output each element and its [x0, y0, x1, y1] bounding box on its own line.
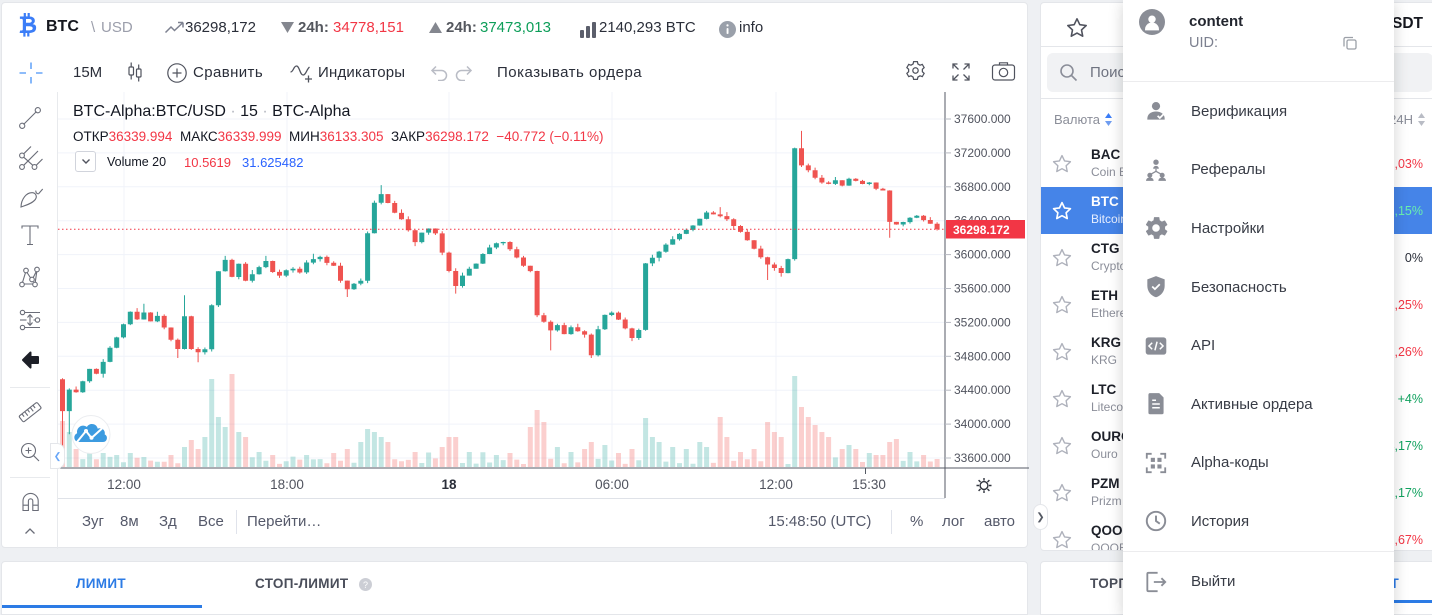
- svg-text:35200.000: 35200.000: [954, 315, 1011, 329]
- svg-text:06:00: 06:00: [595, 477, 629, 492]
- svg-text:35600.000: 35600.000: [954, 282, 1011, 296]
- svg-text:18:00: 18:00: [270, 477, 304, 492]
- svg-text:12:00: 12:00: [759, 477, 793, 492]
- svg-text:37200.000: 37200.000: [954, 146, 1011, 160]
- svg-text:15:30: 15:30: [852, 477, 886, 492]
- svg-text:12:00: 12:00: [107, 477, 141, 492]
- svg-text:34400.000: 34400.000: [954, 383, 1011, 397]
- svg-text:36298.172: 36298.172: [953, 223, 1010, 237]
- svg-text:36800.000: 36800.000: [954, 180, 1011, 194]
- svg-text:37600.000: 37600.000: [954, 112, 1011, 126]
- svg-text:34800.000: 34800.000: [954, 349, 1011, 363]
- svg-text:36000.000: 36000.000: [954, 248, 1011, 262]
- svg-text:33600.000: 33600.000: [954, 451, 1011, 465]
- svg-text:34000.000: 34000.000: [954, 417, 1011, 431]
- svg-text:18: 18: [441, 477, 457, 492]
